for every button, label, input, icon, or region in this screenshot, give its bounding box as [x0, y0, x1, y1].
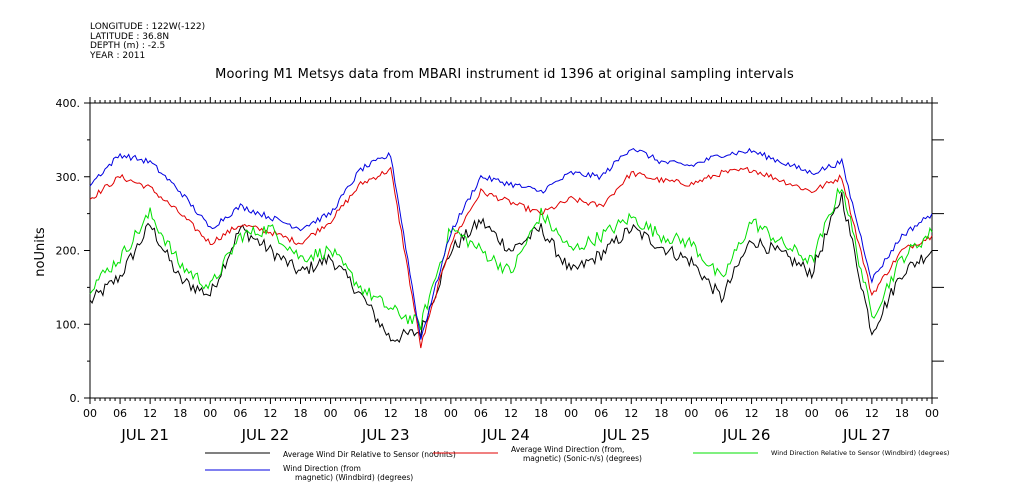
series-line-4 [89, 147, 933, 340]
day-label: JUL 25 [601, 426, 650, 444]
x-tick-label: 06 [594, 407, 608, 420]
meta-longitude: LONGITUDE : 122W(-122) [90, 22, 206, 32]
x-tick-label: 00 [564, 407, 578, 420]
x-tick-label: 00 [324, 407, 338, 420]
y-tick-label: 400. [56, 97, 81, 110]
y-tick-label: 100. [56, 318, 81, 331]
day-label: JUL 21 [120, 426, 169, 444]
meta-year: YEAR : 2011 [90, 50, 146, 61]
x-tick-label: 18 [173, 407, 187, 420]
x-tick-label: 00 [684, 407, 698, 420]
x-tick-label: 18 [534, 407, 548, 420]
day-label: JUL 23 [361, 426, 410, 444]
x-tick-label: 06 [354, 407, 368, 420]
x-tick-label: 00 [444, 407, 458, 420]
y-tick-label: 300. [56, 171, 81, 184]
day-label: JUL 27 [842, 426, 891, 444]
legend-label-4: Wind Direction (from [283, 464, 361, 473]
x-tick-label: 12 [745, 407, 759, 420]
x-tick-label: 12 [504, 407, 518, 420]
x-tick-label: 12 [624, 407, 638, 420]
y-tick-label: 0. [70, 392, 81, 405]
meta-latitude: LATITUDE : 36.8N [90, 31, 170, 42]
y-tick-label: 200. [56, 245, 81, 258]
x-tick-label: 12 [263, 407, 277, 420]
legend-label-2: Average Wind Direction (from, [511, 445, 624, 454]
x-tick-label: 12 [143, 407, 157, 420]
x-tick-label: 00 [805, 407, 819, 420]
day-label: JUL 24 [481, 426, 530, 444]
legend-label-4-line2: magnetic) (Windbird) (degrees) [295, 473, 413, 482]
y-axis-label: noUnits [33, 227, 48, 277]
x-tick-label: 18 [775, 407, 789, 420]
x-tick-label: 18 [294, 407, 308, 420]
x-tick-label: 18 [895, 407, 909, 420]
x-tick-label: 18 [654, 407, 668, 420]
legend-label-2-line2: magnetic) (Sonic-n/s) (degrees) [523, 454, 642, 463]
x-tick-label: 06 [715, 407, 729, 420]
day-label: JUL 22 [241, 426, 290, 444]
meta-depth: DEPTH (m) : -2.5 [90, 41, 166, 51]
x-tick-label: 00 [83, 407, 97, 420]
x-tick-label: 06 [474, 407, 488, 420]
x-tick-label: 00 [203, 407, 217, 420]
series-line-3 [89, 187, 933, 331]
chart-title: Mooring M1 Metsys data from MBARI instru… [215, 67, 794, 82]
x-tick-label: 12 [865, 407, 879, 420]
x-tick-label: 18 [414, 407, 428, 420]
legend-label-1: Average Wind Dir Relative to Sensor (noU… [283, 450, 456, 459]
x-tick-label: 12 [384, 407, 398, 420]
series-line-1 [89, 192, 933, 343]
x-tick-label: 06 [113, 407, 127, 420]
series-line-2 [89, 166, 933, 349]
legend-label-3: Wind Direction Relative to Sensor (Windb… [771, 449, 949, 457]
day-label: JUL 26 [722, 426, 771, 444]
x-tick-label: 06 [233, 407, 247, 420]
x-tick-label: 06 [835, 407, 849, 420]
x-tick-label: 00 [925, 407, 939, 420]
